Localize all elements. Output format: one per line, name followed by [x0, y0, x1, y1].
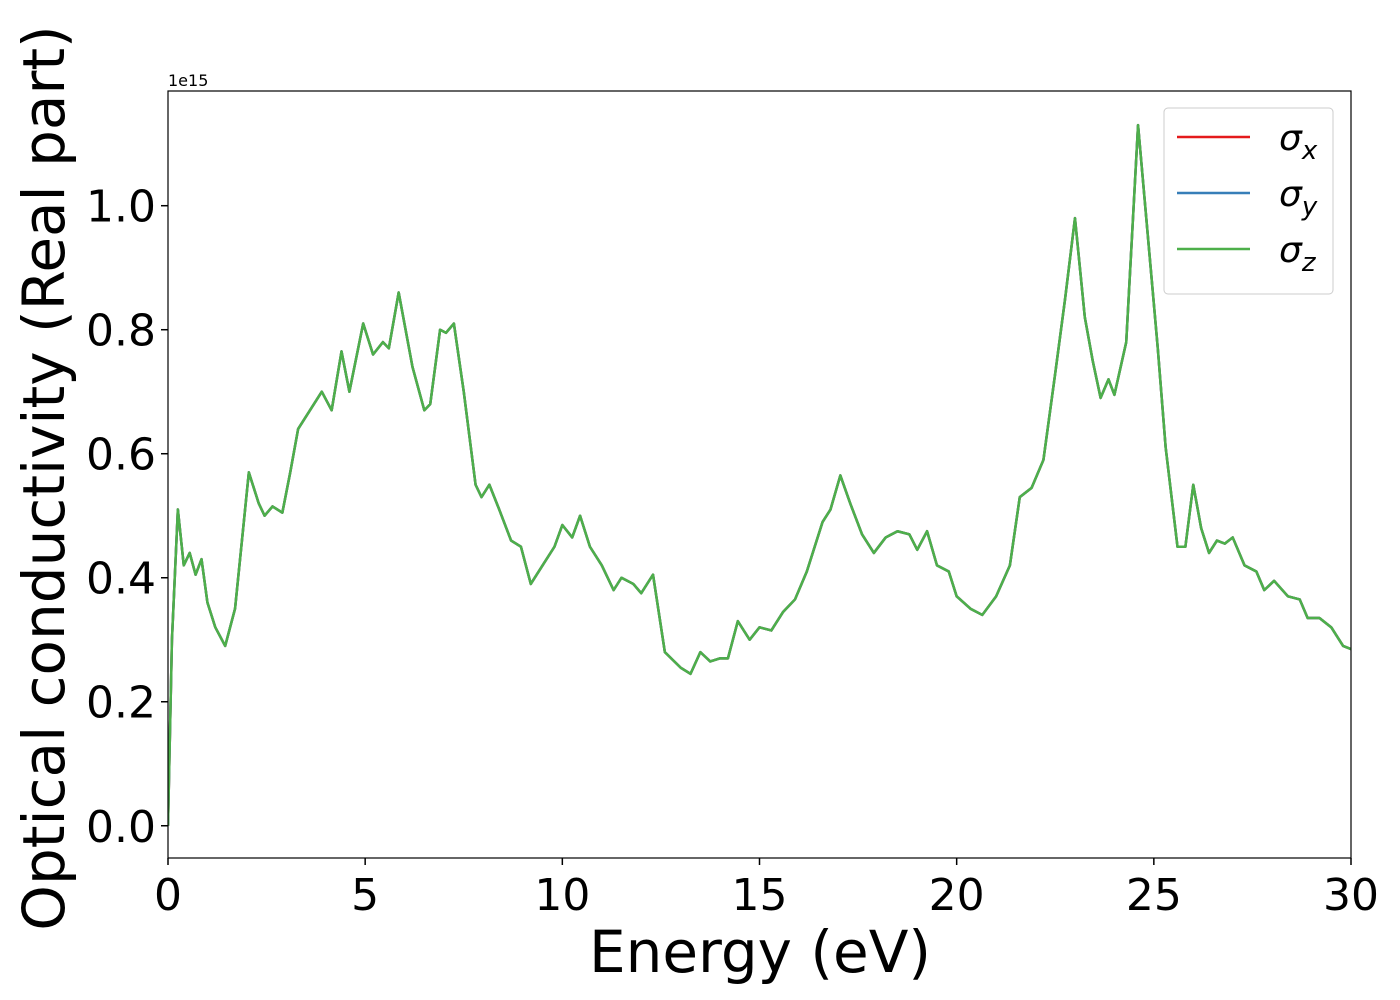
x-tick-label: 0: [154, 870, 182, 921]
offset-text: 1e15: [168, 71, 208, 90]
x-axis-label: Energy (eV): [589, 918, 931, 986]
y-tick-label: 0.0: [86, 802, 156, 853]
y-tick-label: 0.2: [86, 678, 156, 729]
legend-label: σz: [1279, 230, 1317, 278]
legend-label: σx: [1279, 118, 1318, 166]
y-tick-label: 1.0: [86, 182, 156, 233]
y-tick-label: 0.8: [86, 306, 156, 357]
x-tick-label: 5: [351, 870, 379, 921]
x-tick-label: 30: [1323, 870, 1379, 921]
x-tick-label: 10: [534, 870, 590, 921]
x-tick-label: 20: [929, 870, 985, 921]
legend-box: [1163, 107, 1334, 295]
y-axis-label: Optical conductivity (Real part): [10, 25, 78, 930]
y-tick-label: 0.4: [86, 554, 156, 605]
series-line: [168, 123, 1351, 826]
x-tick-label: 15: [732, 870, 788, 921]
legend-label: σy: [1279, 174, 1318, 222]
plot-frame: [167, 90, 1352, 859]
x-tick-label: 25: [1126, 870, 1182, 921]
y-tick-label: 0.6: [86, 430, 156, 481]
